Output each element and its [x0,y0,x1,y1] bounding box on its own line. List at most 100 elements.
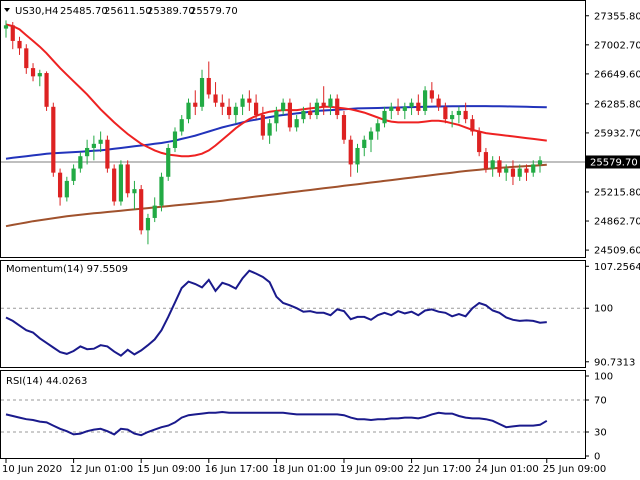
candles-group [3,20,543,245]
candle-body [172,131,178,148]
current-price-box [586,155,640,169]
candle [91,135,96,161]
candle [504,164,509,181]
low-value: 25389.70 [147,6,195,17]
candle-body [98,139,103,144]
collapse-triangle-icon[interactable] [4,8,10,12]
candle [483,147,489,173]
candle [416,94,421,116]
candle-body [281,102,286,111]
rsi-axis: 100 70 30 0 [585,372,613,463]
candle-body [24,48,29,69]
candle [335,94,340,120]
candle-body [524,168,529,173]
y-tick-label: 25932.70 [594,128,640,139]
candle [105,135,110,173]
ma-slow-line [5,163,547,228]
x-tick-label: 18 Jun 01:00 [272,464,336,475]
y-tick-label: 27002.70 [594,40,640,51]
momentum-panel-frame [0,260,586,368]
candle [30,63,36,82]
candle-body [389,106,394,111]
candle-body [240,98,245,107]
candle-body [37,73,42,77]
candle [71,164,76,186]
candle [375,119,380,140]
candle-body [321,102,326,107]
candle-body [159,176,164,206]
candle [490,156,495,177]
candle [402,102,407,120]
candle [98,131,103,153]
candle [233,102,238,124]
candle [24,44,29,74]
y-tick-label: 30 [594,428,607,439]
candle-body [233,106,238,116]
candle [85,139,90,165]
x-tick-label: 22 Jun 17:00 [408,464,472,475]
candle [341,110,347,144]
candle-body [308,110,313,116]
ma-fast-line [5,23,547,158]
candle-body [348,139,353,165]
candle-body [206,77,211,95]
candle [125,160,130,198]
candle [112,164,117,206]
candle [348,135,353,177]
candle [226,98,232,120]
candle-body [213,94,218,103]
y-tick-label: 70 [594,396,607,407]
candle [172,127,178,153]
candle [429,82,434,103]
candle-body [85,147,90,157]
candle-body [422,90,428,111]
candle-body [429,90,434,99]
y-tick-label: 90.7313 [594,357,635,368]
candle-body [247,98,252,103]
candle [260,106,265,140]
candle [537,156,543,173]
close-value: 25579.70 [190,6,238,17]
candle [470,115,475,136]
candle-body [193,102,198,107]
candle-body [118,164,124,202]
candle-body [145,217,151,231]
candle-body [450,115,455,120]
rsi-line [5,410,548,437]
candle [301,106,306,124]
candle [213,82,218,107]
candle-body [368,131,374,140]
candle [57,168,63,206]
candle-body [463,110,468,120]
candle-body [335,98,340,116]
candle [44,71,49,111]
candle [450,110,455,128]
candle [531,160,536,177]
candle-body [139,189,144,231]
candle-body [537,160,543,165]
candle [443,102,448,124]
x-tick-label: 10 Jun 2020 [2,464,62,475]
candle-body [267,123,272,136]
open-value: 25485.70 [60,6,108,17]
candle-body [375,123,380,132]
candle-body [362,139,367,148]
candle-body [44,73,49,107]
candle [294,115,299,132]
candle-body [490,160,495,169]
candle-body [226,106,232,116]
svg-text:US30,H4 25485.70 25611: US30,H4 25485.70 25611.50 25389.70 25579… [15,6,238,17]
candle-body [132,189,137,194]
candle-body [199,77,205,107]
candle-body [287,102,292,128]
y-tick-label: 24862.70 [594,217,640,228]
y-tick-label: 100 [594,304,613,315]
y-tick-label: 27355.80 [594,11,640,22]
candle-body [152,205,157,218]
current-price-label: 25579.70 [590,157,638,168]
candle [254,94,259,120]
candle [368,127,374,153]
candle [274,106,279,132]
candle [64,176,69,202]
